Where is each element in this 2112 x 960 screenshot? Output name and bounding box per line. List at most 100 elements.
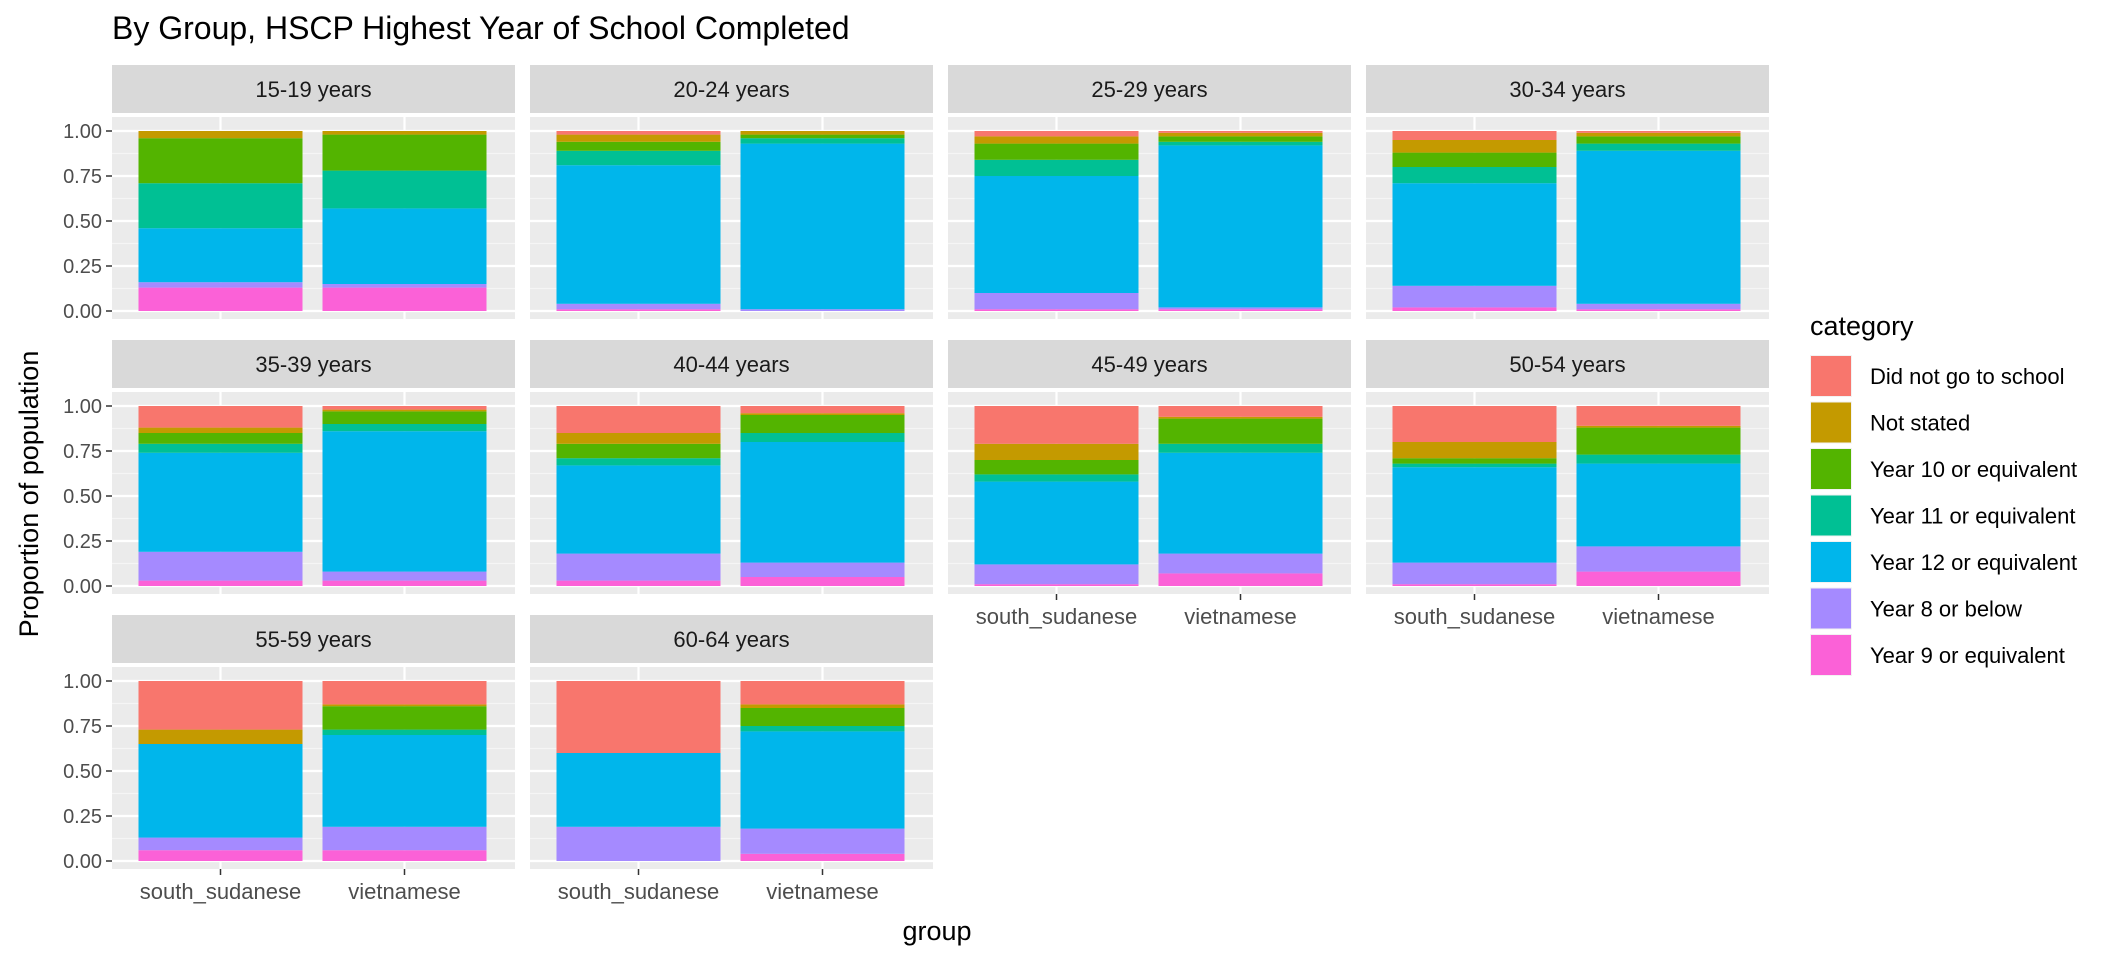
x-tick-label: south_sudanese	[1394, 604, 1555, 629]
facet-strip	[530, 340, 933, 388]
bar-segment	[322, 409, 487, 412]
x-axis-title: group	[902, 916, 971, 946]
bar-segment	[1576, 463, 1741, 547]
bar-segment	[138, 551, 303, 581]
facet-panel: 40-44 years	[530, 340, 933, 594]
bar-segment	[322, 706, 487, 730]
y-tick-label: 0.00	[63, 301, 102, 323]
bar-segment	[1158, 136, 1323, 142]
bar-segment	[138, 287, 303, 311]
bar-segment	[556, 681, 721, 753]
x-tick-label: vietnamese	[348, 879, 461, 904]
x-tick-label: vietnamese	[766, 879, 879, 904]
bar-segment	[138, 681, 303, 730]
facet-panel: 60-64 years south_sudanese vietnamese	[530, 615, 933, 904]
bar-segment	[322, 826, 487, 851]
bar-segment	[974, 460, 1139, 475]
bar-segment	[322, 729, 487, 735]
bar-segment	[1392, 584, 1557, 586]
bar-segment	[740, 143, 905, 310]
bar-segment	[556, 553, 721, 581]
bar-segment	[556, 458, 721, 466]
bar-segment	[1392, 562, 1557, 585]
bar-segment	[1392, 467, 1557, 563]
bar-segment	[138, 580, 303, 586]
bar-segment	[138, 837, 303, 851]
facet-panel: 55-59 years 0.00 0.25 0.50 0.75 1.00 south_sud…	[63, 615, 515, 904]
bar-segment	[322, 131, 487, 135]
bar-segment	[1158, 573, 1323, 586]
bar-segment	[974, 293, 1139, 310]
facet-panel: 20-24 years	[530, 65, 933, 319]
bar-segment	[740, 442, 905, 563]
bar-segment	[1392, 152, 1557, 167]
bar-segment	[556, 406, 721, 433]
bar-segment	[556, 753, 721, 827]
bar-segment	[740, 413, 905, 415]
bar-segment	[1158, 418, 1323, 444]
facet-panel: 25-29 years	[948, 65, 1351, 319]
y-tick-label: 0.25	[63, 256, 102, 278]
bar-segment	[1158, 309, 1323, 311]
facet-strip	[530, 615, 933, 663]
facet-strip-label: 35-39 years	[255, 352, 371, 377]
bar-segment	[322, 580, 487, 586]
legend-swatch	[1811, 495, 1851, 536]
bar-segment	[556, 165, 721, 304]
facet-strip	[112, 615, 515, 663]
bar-segment	[1576, 132, 1741, 137]
bar-segment	[974, 406, 1139, 444]
y-axis-title: Proportion of population	[14, 351, 44, 638]
bar-segment	[1392, 307, 1557, 311]
bar-segment	[740, 138, 905, 144]
y-tick-label: 0.00	[63, 851, 102, 873]
bar-segment	[322, 406, 487, 410]
y-tick-label: 0.50	[63, 761, 102, 783]
y-tick-label: 0.50	[63, 211, 102, 233]
bar-segment	[1158, 132, 1323, 137]
facet-strip-label: 45-49 years	[1091, 352, 1207, 377]
legend: category Did not go to school Not stated Y…	[1810, 311, 2077, 676]
bar-segment	[1576, 309, 1741, 311]
y-tick-label: 0.25	[63, 531, 102, 553]
facet-strip	[530, 65, 933, 113]
bar-segment	[1158, 131, 1323, 133]
bar-segment	[740, 309, 905, 311]
legend-label: Year 9 or equivalent	[1870, 643, 2065, 668]
legend-label: Year 12 or equivalent	[1870, 550, 2077, 575]
bar-segment	[138, 138, 303, 184]
bar-segment	[322, 284, 487, 288]
y-tick-label: 1.00	[63, 396, 102, 418]
bar-segment	[1392, 463, 1557, 468]
bar-segment	[322, 411, 487, 424]
bar-segment	[556, 303, 721, 310]
y-tick-label: 0.00	[63, 576, 102, 598]
bar-segment	[322, 431, 487, 572]
bar-segment	[1158, 307, 1323, 310]
bar-segment	[1576, 571, 1741, 586]
bar-segment	[1576, 425, 1741, 428]
x-tick-label: south_sudanese	[976, 604, 1137, 629]
legend-label: Year 8 or below	[1870, 597, 2022, 622]
bar-segment	[556, 131, 721, 135]
bar-segment	[322, 424, 487, 432]
bar-segment	[556, 465, 721, 554]
bar-segment	[322, 208, 487, 284]
y-tick-label: 0.75	[63, 716, 102, 738]
facet-strip	[948, 65, 1351, 113]
x-tick-label: vietnamese	[1602, 604, 1715, 629]
bar-segment	[974, 131, 1139, 137]
bar-segment	[740, 828, 905, 854]
legend-swatch	[1811, 449, 1851, 489]
bar-segment	[322, 704, 487, 707]
bar-segment	[974, 159, 1139, 176]
legend-swatch	[1811, 635, 1851, 675]
facet-panel: 35-39 years 0.00 0.25 0.50 0.75 1.00	[63, 340, 515, 598]
bar-segment	[556, 150, 721, 166]
bar-segment	[138, 282, 303, 288]
bar-segment	[740, 562, 905, 577]
facet-panel: 45-49 years south_sudanese vietnamese	[948, 340, 1351, 629]
bar-segment	[974, 443, 1139, 460]
y-tick-label: 0.75	[63, 166, 102, 188]
bar-segment	[1576, 546, 1741, 572]
